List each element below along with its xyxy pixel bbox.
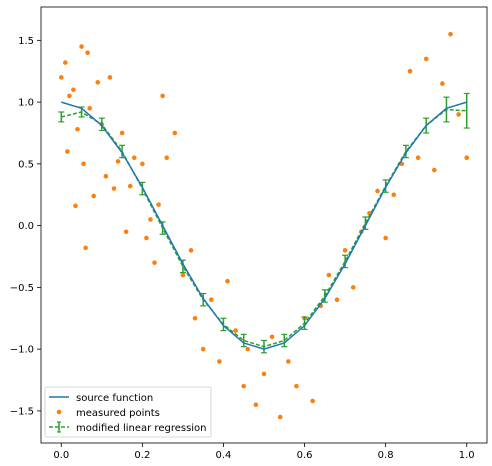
measured-point <box>103 173 109 179</box>
measured-point <box>334 297 340 303</box>
measured-point <box>294 383 299 389</box>
regression-errorbar <box>240 333 247 348</box>
measured-point <box>107 75 113 80</box>
measured-point <box>67 93 72 99</box>
x-tick-label: 1.0 <box>459 450 475 461</box>
measured-point <box>123 229 129 235</box>
measured-point <box>79 44 84 49</box>
measured-point <box>208 297 214 303</box>
measured-point <box>87 105 92 111</box>
measured-point <box>310 398 315 404</box>
measured-point <box>253 402 259 408</box>
measured-point <box>156 202 161 207</box>
measured-point <box>350 285 356 290</box>
measured-point <box>119 130 125 136</box>
y-tick-label: 0.0 <box>18 221 34 232</box>
measured-point <box>342 248 348 253</box>
measured-point <box>192 315 198 321</box>
measured-point <box>326 272 332 278</box>
legend-box <box>44 386 212 438</box>
measured-point <box>85 50 90 55</box>
measured-point <box>63 60 68 65</box>
measured-point <box>375 188 380 194</box>
legend-measured-label: measured points <box>76 408 160 419</box>
measured-point <box>269 334 275 340</box>
measured-point <box>71 87 76 93</box>
measured-point <box>415 155 421 160</box>
measured-point <box>95 80 101 85</box>
measured-point <box>127 183 133 189</box>
measured-point <box>456 112 461 117</box>
measured-point <box>407 68 413 74</box>
measured-point <box>245 346 251 352</box>
y-tick-label: 1.5 <box>18 36 34 47</box>
y-tick-label: −1.0 <box>10 345 34 356</box>
measured-point <box>73 203 78 209</box>
legend-measured-marker <box>56 409 62 415</box>
y-tick-label: −1.5 <box>10 406 34 417</box>
regression-errorbar <box>281 333 288 348</box>
measured-point <box>140 161 145 167</box>
measured-point <box>200 346 206 352</box>
measured-point <box>131 155 137 160</box>
measured-point <box>431 167 437 173</box>
measured-point <box>464 155 470 160</box>
legend-source-label: source function <box>76 393 153 404</box>
measured-point <box>277 414 283 420</box>
measured-point <box>180 272 186 278</box>
measured-point <box>83 245 88 251</box>
measured-point <box>164 155 169 160</box>
measured-point <box>286 359 291 364</box>
measured-point <box>261 371 267 377</box>
x-tick-label: 0.4 <box>216 450 232 461</box>
measured-point <box>148 217 153 222</box>
legend: source function measured points modified… <box>44 386 212 438</box>
regression-errorbar <box>463 92 470 129</box>
x-tick-label: 0.2 <box>134 450 150 461</box>
legend-regression-label: modified linear regression <box>76 423 207 434</box>
legend-regression-marker <box>49 421 69 433</box>
measured-point <box>188 248 194 253</box>
measured-point <box>448 31 453 37</box>
measured-point <box>233 328 238 333</box>
y-tick-label: −0.5 <box>10 283 34 294</box>
plot-layer <box>58 31 470 420</box>
measured-point <box>160 93 165 99</box>
measured-point <box>58 75 64 80</box>
measured-point <box>172 130 178 136</box>
measured-point <box>75 126 80 132</box>
measured-point <box>225 278 230 284</box>
measured-point <box>152 260 157 265</box>
measured-point <box>383 235 388 241</box>
measured-point <box>111 186 117 191</box>
x-tick-label: 0.0 <box>53 450 69 461</box>
x-tick-label: 0.6 <box>297 450 313 461</box>
measured-point <box>217 359 222 364</box>
measured-point <box>423 56 429 62</box>
x-tick-label: 0.8 <box>378 450 394 461</box>
measured-point <box>144 235 149 241</box>
plot-frame <box>40 6 488 444</box>
source-function-line <box>61 101 467 350</box>
ticks-layer: 0.0 0.2 0.4 0.6 0.8 1.0 −1.5 −1.0 −0.5 0.0 0.5 1.0 1… <box>10 36 475 461</box>
measured-point <box>241 383 247 389</box>
measured-point <box>440 81 445 86</box>
measured-point <box>81 161 86 167</box>
y-tick-label: 1.0 <box>18 98 34 109</box>
y-tick-label: 0.5 <box>18 159 34 170</box>
measured-point <box>65 149 70 154</box>
measured-point <box>391 192 397 198</box>
measured-point <box>91 193 97 199</box>
measured-point <box>115 159 121 164</box>
